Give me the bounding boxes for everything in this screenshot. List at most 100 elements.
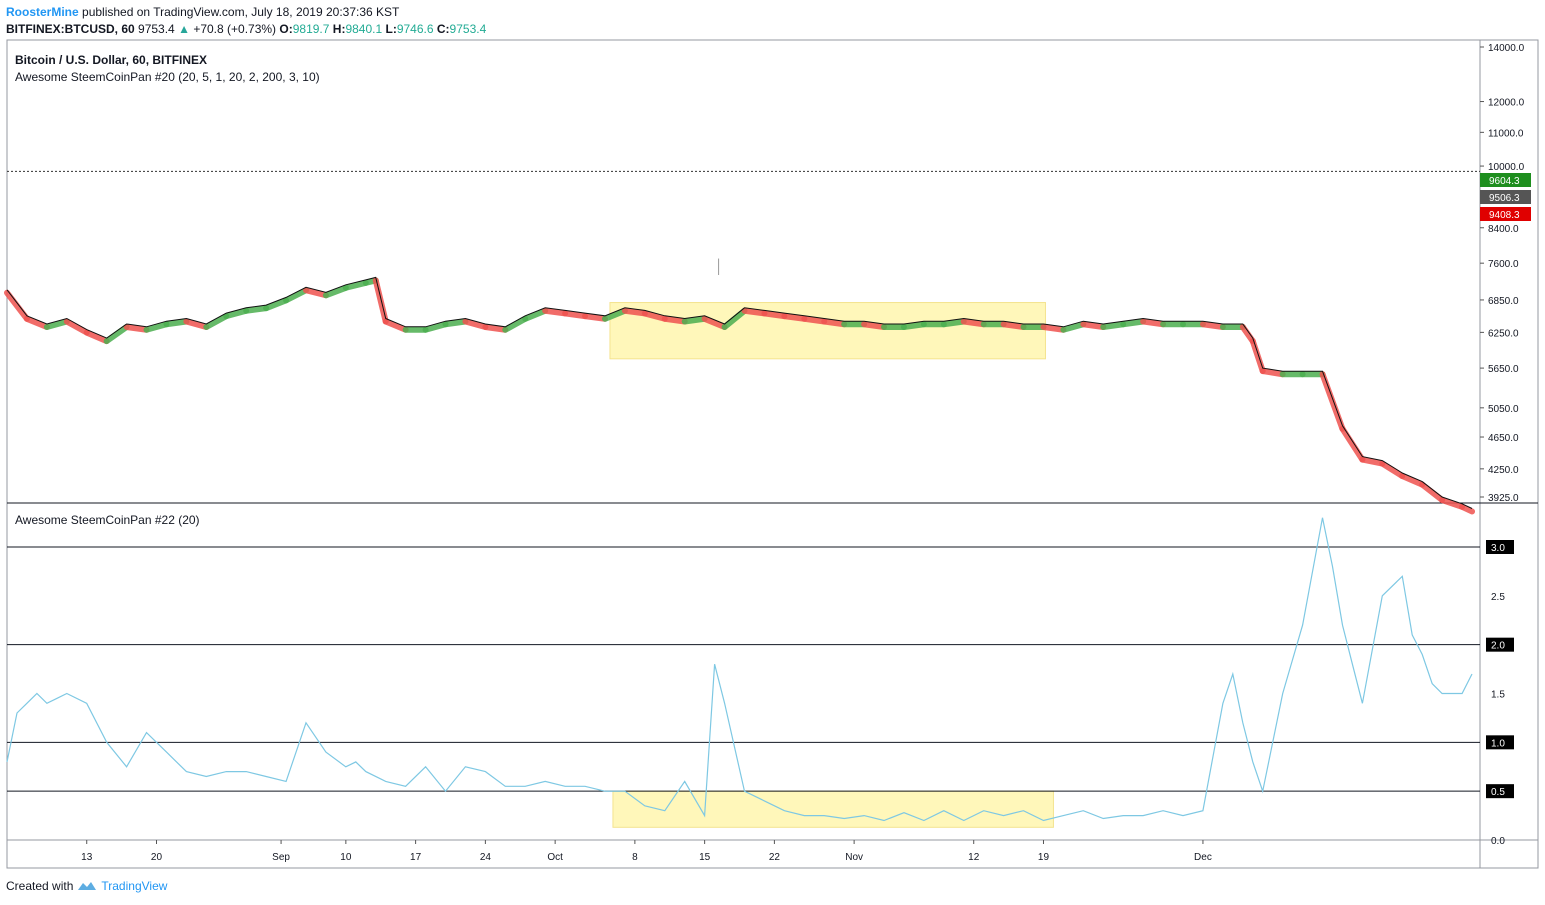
price-band-segment xyxy=(342,279,369,291)
price-band-segment xyxy=(163,318,190,328)
price-tick-label: 14000.0 xyxy=(1488,43,1525,54)
indicator-level-badge xyxy=(1486,540,1514,554)
price-tick-label: 10000.0 xyxy=(1488,162,1525,173)
author-name[interactable]: RoosterMine xyxy=(6,5,79,19)
price-band-segment xyxy=(801,315,828,325)
price-line xyxy=(6,276,1473,509)
price-band-segment xyxy=(861,321,888,330)
time-tick-label: 8 xyxy=(632,852,638,863)
price-badge-label: 9604.3 xyxy=(1489,176,1520,187)
price-band-segment xyxy=(1120,318,1147,328)
open-value: 9819.7 xyxy=(292,22,330,36)
price-band-segment xyxy=(1379,460,1406,480)
price-tick-label: 3925.0 xyxy=(1488,493,1519,504)
price-band-segment xyxy=(462,318,489,330)
time-tick-label: 19 xyxy=(1038,852,1050,863)
price-tick-label: 4650.0 xyxy=(1488,433,1519,444)
price-band-segment xyxy=(263,297,290,312)
price-band-segment xyxy=(1249,338,1266,375)
tradingview-brand[interactable]: TradingView xyxy=(101,879,168,893)
price-band-segment xyxy=(1319,371,1346,432)
price-badge xyxy=(1480,173,1531,187)
price-band-segment xyxy=(1140,318,1167,328)
price-tick-label: 5050.0 xyxy=(1488,404,1519,415)
price-tick-label: 4250.0 xyxy=(1488,465,1519,476)
price-band-segment xyxy=(243,305,270,314)
price-band-segment xyxy=(721,307,748,330)
price-badge-label: 9506.3 xyxy=(1489,193,1520,204)
time-tick-label: 15 xyxy=(699,852,711,863)
price-pane-indicator: Awesome SteemCoinPan #20 (20, 5, 1, 20, … xyxy=(15,70,320,84)
price-band-segment xyxy=(4,289,30,322)
price-band-segment xyxy=(283,287,309,304)
time-tick-label: 12 xyxy=(968,852,980,863)
time-tick-label: 20 xyxy=(151,852,163,863)
price-band-segment xyxy=(1080,321,1107,330)
indicator-level-badge xyxy=(1486,784,1514,799)
price-band-segment xyxy=(641,310,668,322)
open-label: O: xyxy=(279,22,293,36)
price-band-segment xyxy=(582,313,608,322)
up-arrow-icon: ▲ xyxy=(178,22,190,36)
price-band-segment xyxy=(63,318,90,336)
indicator-level-label: 2.0 xyxy=(1491,641,1505,652)
price-band-segment xyxy=(522,307,549,322)
price-tick-label: 11000.0 xyxy=(1488,128,1524,139)
price-band-segment xyxy=(1040,323,1067,333)
price-band-segment xyxy=(23,315,50,330)
price-band-segment xyxy=(562,310,589,320)
price-band-segment xyxy=(701,315,728,330)
indicator-line xyxy=(6,517,1473,822)
price-band-segment xyxy=(83,329,110,345)
price-band-segment xyxy=(1259,368,1286,378)
publish-info: RoosterMine published on TradingView.com… xyxy=(6,5,399,19)
price-band-segment xyxy=(621,307,648,317)
price-tick-label: 5650.0 xyxy=(1488,364,1519,375)
price-band-segment xyxy=(821,318,848,328)
price-band-segment xyxy=(1100,321,1127,330)
time-tick-label: Oct xyxy=(547,852,563,863)
price-band-segment xyxy=(542,307,569,317)
price-band-segment xyxy=(203,313,230,330)
time-tick-label: 22 xyxy=(769,852,781,863)
time-tick-label: 24 xyxy=(480,852,492,863)
price-tick-label: 6250.0 xyxy=(1488,328,1519,339)
indicator-pane-title: Awesome SteemCoinPan #22 (20) xyxy=(15,513,200,527)
price-band-segment xyxy=(482,323,509,333)
price-band-segment xyxy=(322,284,349,299)
price-band-segment xyxy=(502,315,529,333)
price-band-segment xyxy=(1439,497,1466,510)
price-band-segment xyxy=(123,323,150,333)
indicator-level-label: 1.0 xyxy=(1491,738,1505,749)
price-band-segment xyxy=(143,321,170,333)
indicator-level-label: 0.5 xyxy=(1491,787,1505,798)
price-band-segment xyxy=(103,323,130,345)
indicator-tick-label: 2.5 xyxy=(1491,592,1505,603)
close-label: C: xyxy=(436,22,450,36)
price-tick-label: 8400.0 xyxy=(1488,224,1519,235)
indicator-highlight-box xyxy=(612,790,1054,828)
price-band-segment xyxy=(1060,321,1087,333)
price-band-segment xyxy=(781,313,808,322)
created-with-text: Created with xyxy=(6,879,74,893)
price-band-segment xyxy=(422,321,449,333)
price-band-segment xyxy=(302,287,329,299)
high-label: H: xyxy=(332,22,346,36)
price-band-segment xyxy=(1459,503,1476,515)
high-value: 9840.1 xyxy=(345,22,383,36)
price-band-segment xyxy=(940,318,967,328)
price-band-segment xyxy=(1399,473,1426,488)
price-band-segment xyxy=(1419,481,1446,503)
price-band-segment xyxy=(900,321,927,330)
price-band-segment xyxy=(960,318,987,328)
price-band-segment xyxy=(442,318,469,328)
price-band-segment xyxy=(1000,321,1027,330)
low-value: 9746.6 xyxy=(396,22,434,36)
indicator-tick-label: 1.5 xyxy=(1491,690,1505,701)
time-tick-label: Dec xyxy=(1194,852,1212,863)
price-band-segment xyxy=(1359,456,1386,467)
price-tick-label: 12000.0 xyxy=(1488,98,1525,109)
price-badge xyxy=(1480,207,1531,221)
price-band-segment xyxy=(43,318,70,330)
